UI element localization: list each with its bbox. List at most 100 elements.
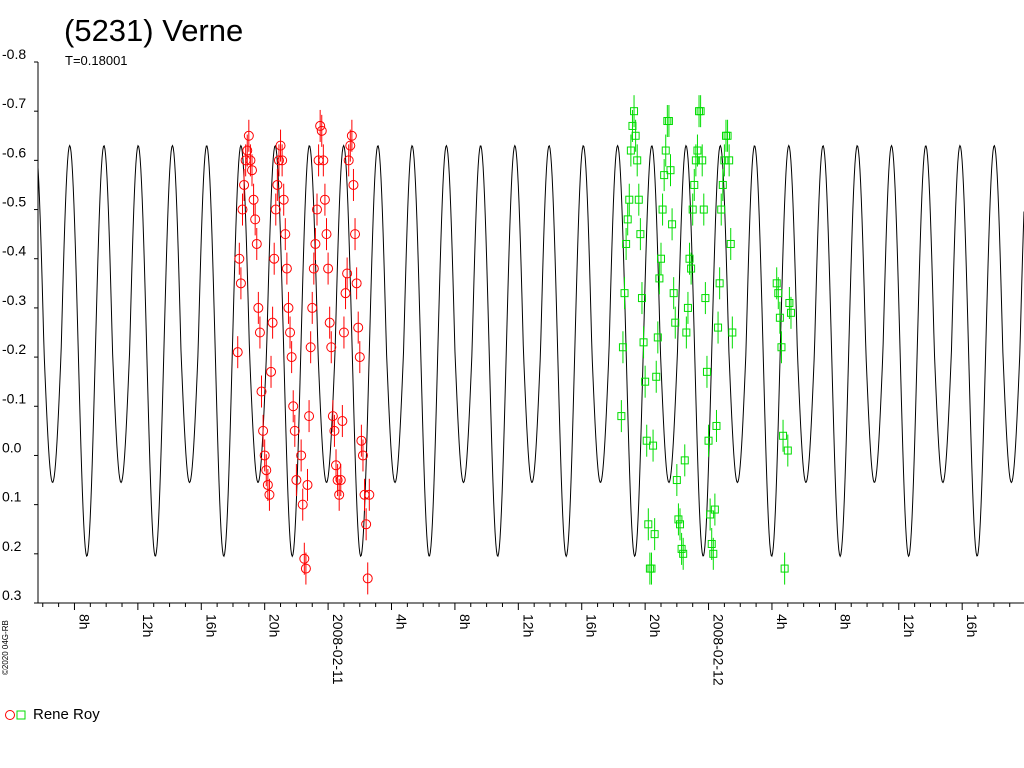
data-point: [674, 515, 683, 524]
data-point: [235, 278, 246, 289]
data-point: [774, 289, 783, 298]
data-point: [307, 302, 318, 313]
data-point: [321, 229, 332, 240]
data-point: [242, 145, 253, 156]
data-point: [685, 254, 694, 263]
data-point: [666, 166, 675, 175]
data-point: [699, 205, 708, 214]
data-point: [702, 367, 711, 376]
data-point: [243, 130, 254, 141]
data-point: [779, 431, 788, 440]
data-point: [277, 155, 288, 166]
data-point: [671, 318, 680, 327]
data-point: [785, 298, 794, 307]
data-point: [280, 229, 291, 240]
data-point: [714, 323, 723, 332]
data-point: [656, 254, 665, 263]
data-point: [323, 263, 334, 274]
data-point: [636, 230, 645, 239]
legend: Rene Roy: [5, 706, 100, 723]
data-point: [690, 180, 699, 189]
data-point: [332, 475, 343, 486]
data-point: [304, 411, 315, 422]
y-tick-label: -0.6: [2, 144, 26, 160]
x-tick-label: 20h: [267, 614, 283, 637]
x-tick-label: 12h: [901, 614, 917, 637]
data-point: [679, 549, 688, 558]
y-tick-label: -0.7: [2, 95, 26, 111]
legend-label: Rene Roy: [33, 706, 100, 723]
data-point: [269, 253, 280, 264]
data-point: [726, 239, 735, 248]
data-point: [356, 435, 367, 446]
data-point: [717, 205, 726, 214]
data-point: [256, 386, 267, 397]
data-point: [642, 436, 651, 445]
data-point: [300, 563, 311, 574]
data-point: [259, 450, 270, 461]
data-point: [354, 352, 365, 363]
data-point: [623, 215, 632, 224]
data-point: [672, 476, 681, 485]
data-point: [682, 328, 691, 337]
data-point: [343, 155, 354, 166]
y-tick-label: 0.2: [2, 538, 22, 554]
data-point: [315, 120, 326, 131]
x-ticks: 8h 12h 16h 20h 2008-02-11 4h 8h 12h 16h 20h 2008-0…: [42, 603, 1011, 686]
data-point: [283, 302, 294, 313]
x-tick-label: 8h: [77, 614, 93, 630]
data-point: [647, 564, 656, 573]
data-point: [691, 156, 700, 165]
data-point: [634, 195, 643, 204]
data-point: [308, 263, 319, 274]
data-point: [780, 564, 789, 573]
data-point: [677, 544, 686, 553]
x-tick-label: 16h: [584, 614, 600, 637]
data-point: [291, 475, 302, 486]
x-tick-label: 12h: [140, 614, 156, 637]
y-tick-label: -0.8: [2, 46, 26, 62]
data-point: [310, 238, 321, 249]
data-point: [715, 279, 724, 288]
data-point: [362, 573, 373, 584]
data-point: [633, 156, 642, 165]
data-point: [701, 294, 710, 303]
data-point: [706, 510, 715, 519]
y-tick-label: -0.5: [2, 194, 26, 210]
data-point: [658, 205, 667, 214]
data-point: [299, 553, 310, 564]
data-point: [631, 131, 640, 140]
data-point: [327, 411, 338, 422]
data-point: [245, 155, 256, 166]
data-point: [305, 342, 316, 353]
data-point: [275, 140, 286, 151]
x-tick-label: 12h: [520, 614, 536, 637]
data-point: [346, 130, 357, 141]
data-point: [345, 140, 356, 151]
x-tick-label: 8h: [457, 614, 473, 630]
data-point: [650, 530, 659, 539]
legend-square-marker: [16, 710, 26, 720]
data-point: [676, 520, 685, 529]
data-point: [286, 352, 297, 363]
data-point: [340, 288, 351, 299]
data-point: [687, 264, 696, 273]
data-point: [655, 274, 664, 283]
data-point: [264, 489, 275, 500]
data-point: [622, 239, 631, 248]
data-point: [302, 479, 313, 490]
data-point: [338, 327, 349, 338]
data-point: [639, 338, 648, 347]
data-point: [669, 289, 678, 298]
model-lightcurve: [37, 144, 1024, 558]
data-point: [262, 479, 273, 490]
x-tick-label: 8h: [837, 614, 853, 630]
data-point: [698, 156, 707, 165]
y-tick-label: -0.4: [2, 243, 26, 259]
data-point: [712, 421, 721, 430]
data-point: [297, 499, 308, 510]
data-point: [351, 278, 362, 289]
data-point: [786, 308, 795, 317]
data-point: [680, 456, 689, 465]
